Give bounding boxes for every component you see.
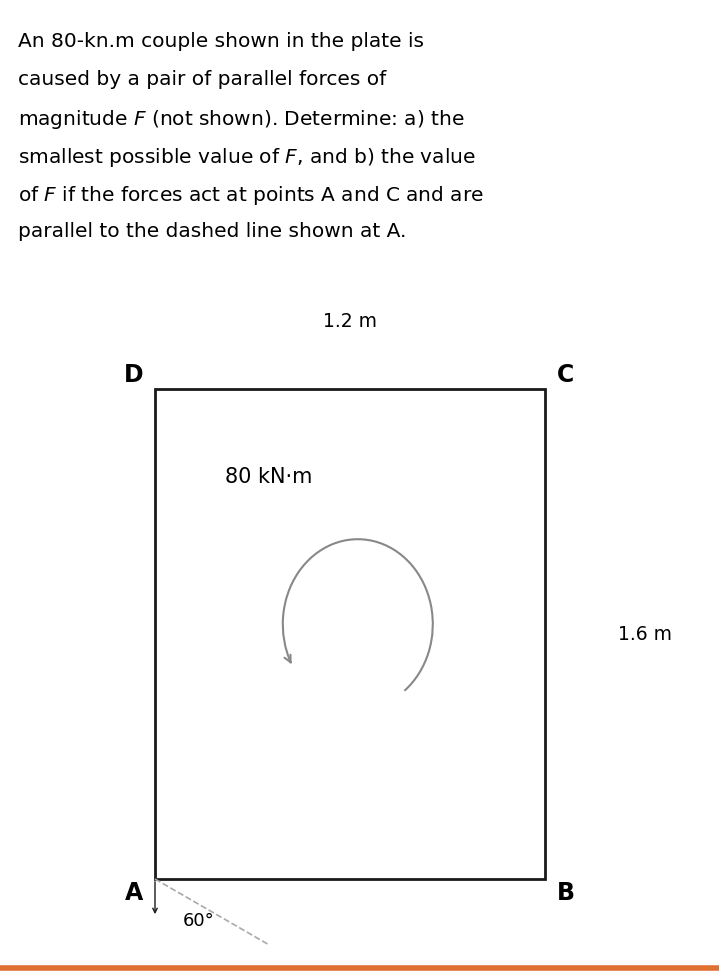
Text: 1.2 m: 1.2 m [323, 312, 377, 331]
Text: B: B [557, 881, 575, 905]
Text: D: D [124, 363, 143, 387]
Text: 80 kN·m: 80 kN·m [225, 468, 313, 487]
Text: parallel to the dashed line shown at A.: parallel to the dashed line shown at A. [18, 222, 406, 241]
Text: caused by a pair of parallel forces of: caused by a pair of parallel forces of [18, 70, 386, 89]
Text: magnitude $\mathit{F}$ (not shown). Determine: a) the: magnitude $\mathit{F}$ (not shown). Dete… [18, 108, 464, 131]
Text: of $\mathit{F}$ if the forces act at points A and C and are: of $\mathit{F}$ if the forces act at poi… [18, 184, 484, 207]
Text: 60°: 60° [183, 912, 215, 930]
Bar [155, 389, 545, 879]
Text: smallest possible value of $\mathit{F}$, and b) the value: smallest possible value of $\mathit{F}$,… [18, 146, 476, 169]
Text: A: A [125, 881, 143, 905]
Text: An 80-kn.m couple shown in the plate is: An 80-kn.m couple shown in the plate is [18, 32, 424, 51]
Text: C: C [557, 363, 574, 387]
Text: 1.6 m: 1.6 m [618, 624, 672, 643]
